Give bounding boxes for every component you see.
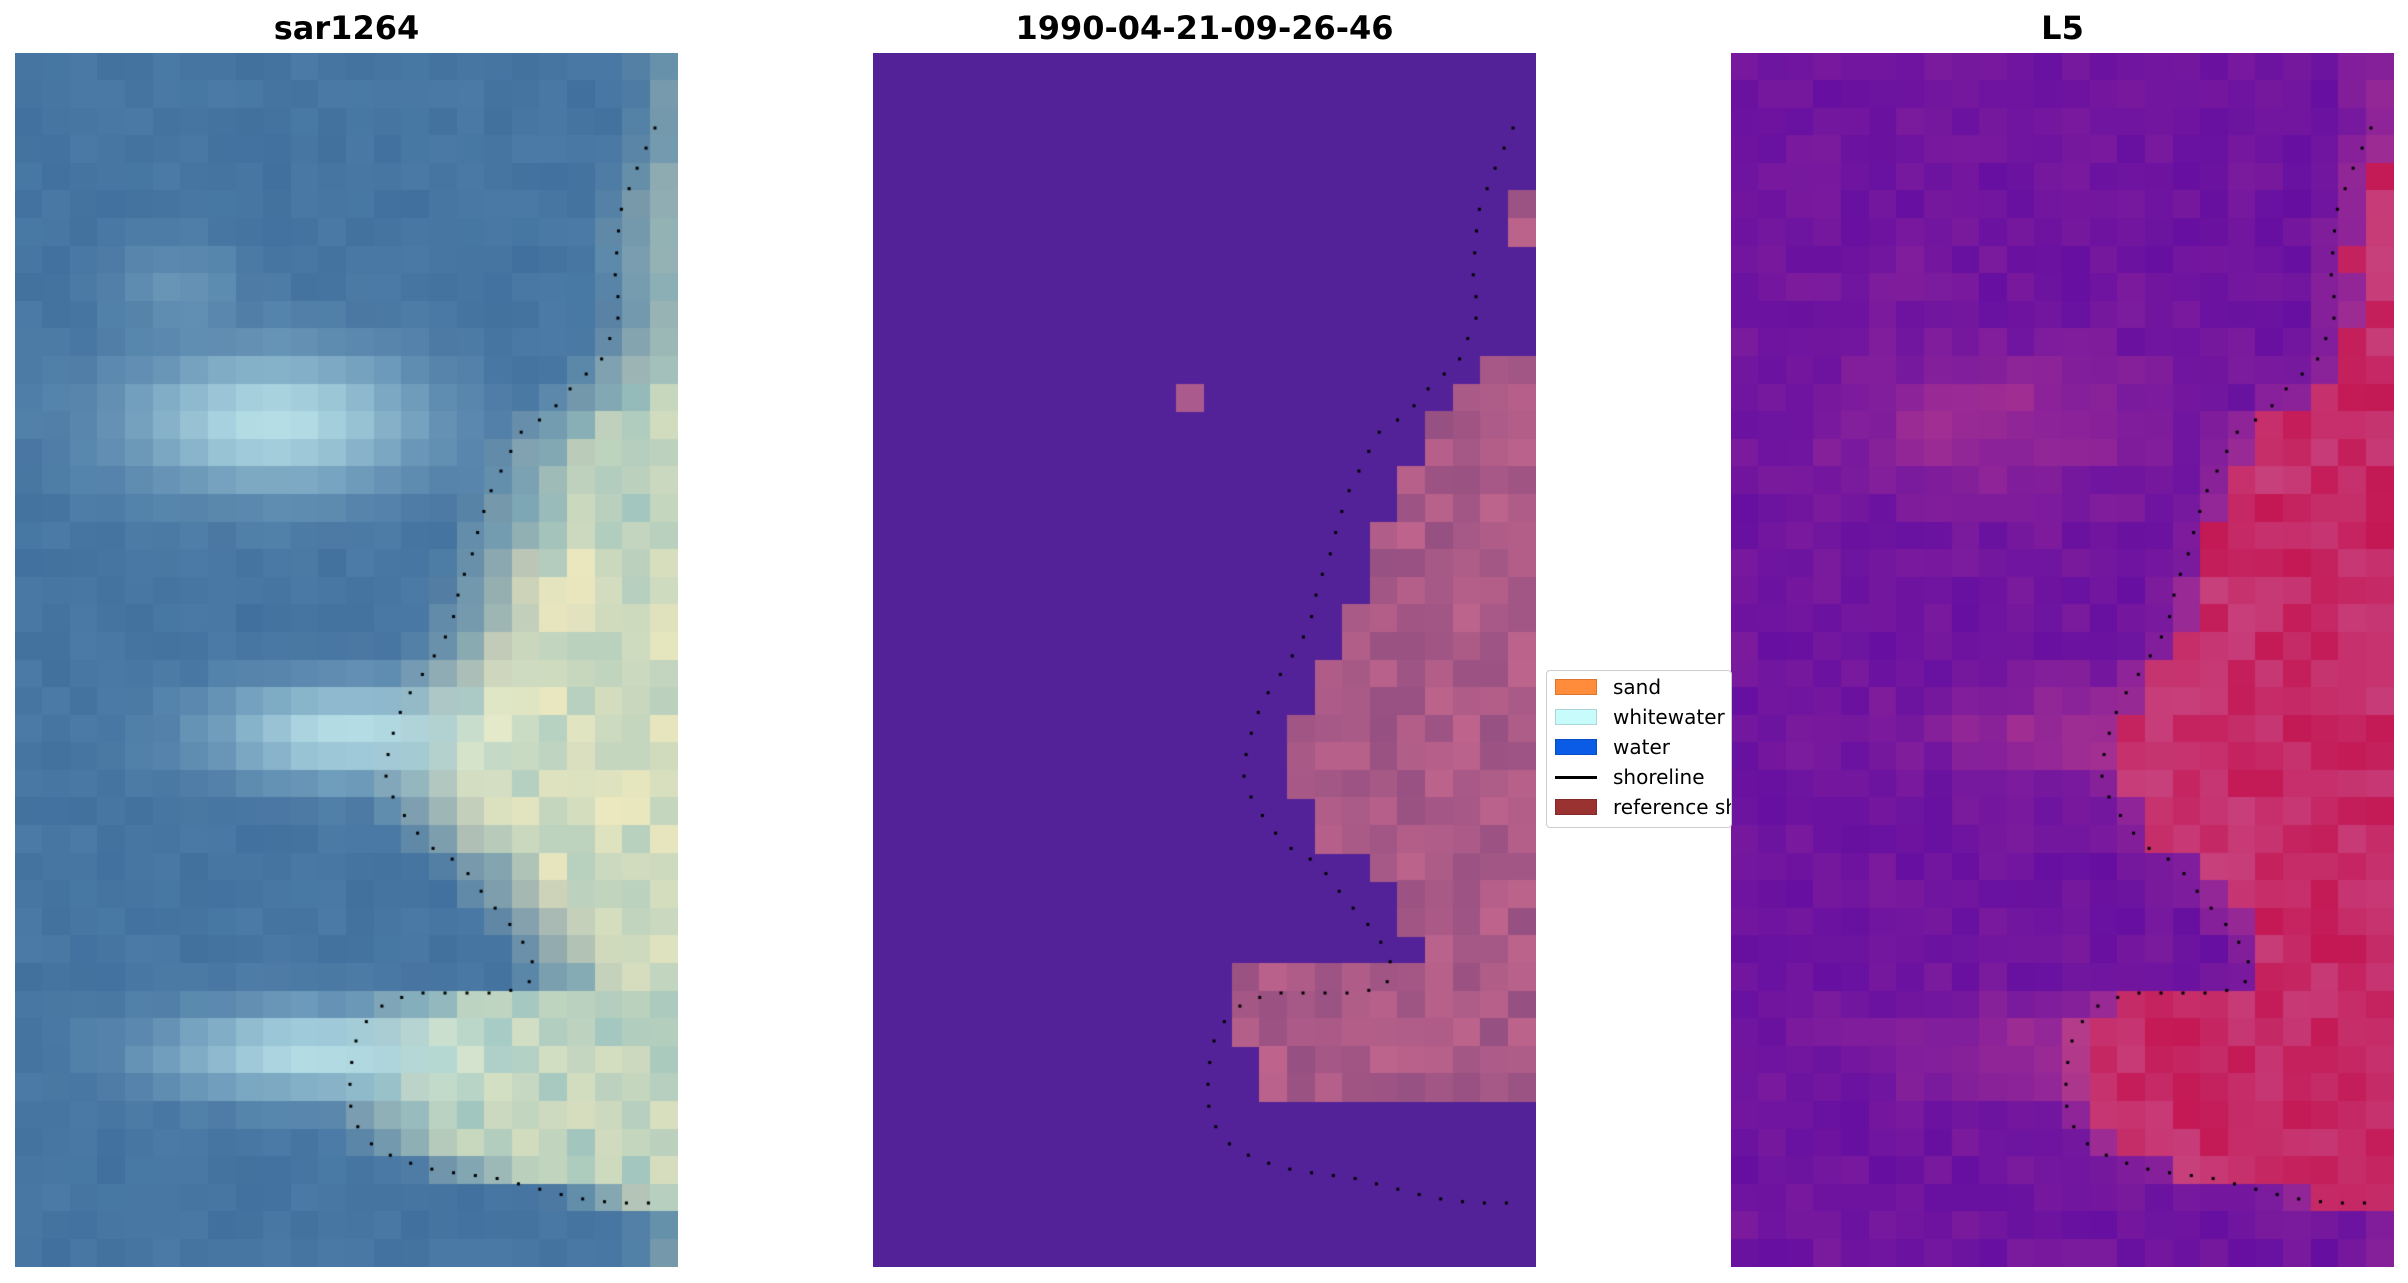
panel-3-title: L5	[2041, 9, 2084, 47]
legend-label-sand: sand	[1613, 675, 1662, 699]
panel-index-image	[1731, 53, 2394, 1267]
legend-item-shoreline: shoreline	[1555, 763, 1705, 791]
legend-item-reference-shoreline: reference shoreline	[1555, 793, 1731, 821]
panel-rgb-image	[15, 53, 678, 1267]
legend-swatch-water	[1555, 739, 1597, 755]
panel-1-title: sar1264	[273, 9, 420, 47]
legend-line-shoreline	[1555, 775, 1597, 779]
panel-2-title: 1990-04-21-09-26-46	[1015, 9, 1394, 47]
panel-classified-image	[873, 53, 1536, 1267]
legend-label-shoreline: shoreline	[1613, 765, 1705, 789]
legend-item-whitewater: whitewater	[1555, 703, 1725, 731]
index-heatmap-image	[1731, 53, 2394, 1267]
legend: sand whitewater water shoreline referenc…	[1546, 670, 1732, 828]
legend-swatch-sand	[1555, 679, 1597, 695]
legend-swatch-reference-shoreline	[1555, 799, 1597, 815]
classified-image	[873, 53, 1536, 1267]
legend-item-sand: sand	[1555, 673, 1661, 701]
legend-swatch-whitewater	[1555, 709, 1597, 725]
legend-label-water: water	[1613, 735, 1670, 759]
legend-label-whitewater: whitewater	[1613, 705, 1725, 729]
legend-item-water: water	[1555, 733, 1670, 761]
rgb-satellite-image	[15, 53, 678, 1267]
legend-label-reference-shoreline: reference shoreline	[1613, 795, 1731, 819]
